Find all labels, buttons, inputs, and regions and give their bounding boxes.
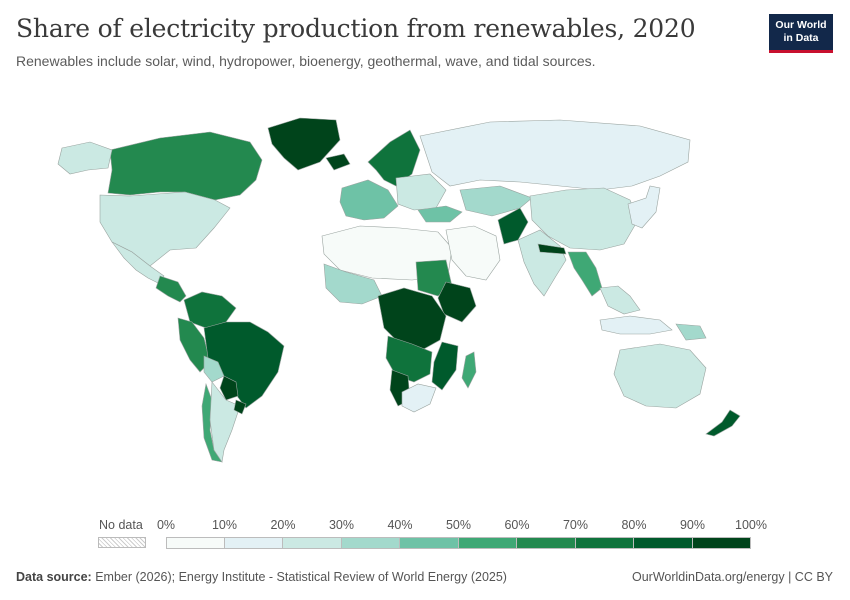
region-china[interactable] <box>529 187 639 251</box>
region-indonesia[interactable] <box>599 315 673 335</box>
legend-tick-2: 20% <box>270 518 296 532</box>
legend-bin-6[interactable] <box>517 537 576 549</box>
legend-tick-1: 10% <box>211 518 238 532</box>
no-data-swatch <box>98 537 146 548</box>
region-canada[interactable] <box>107 131 263 201</box>
region-australia[interactable] <box>613 343 707 409</box>
legend-bin-1[interactable] <box>224 537 283 549</box>
legend-tick-4: 40% <box>387 518 413 532</box>
region-argentina[interactable] <box>209 381 241 463</box>
region-angola-zambia[interactable] <box>385 335 433 383</box>
region-middle-east[interactable] <box>445 225 501 281</box>
region-myanmar-laos[interactable] <box>567 251 603 297</box>
region-turkey[interactable] <box>417 205 463 223</box>
no-data-label: No data <box>99 518 143 532</box>
region-bolivia[interactable] <box>203 355 225 383</box>
region-madagascar[interactable] <box>461 351 477 389</box>
region-uruguay[interactable] <box>233 399 247 415</box>
region-alaska[interactable] <box>57 141 113 175</box>
region-greenland[interactable] <box>267 117 341 171</box>
source-text: Ember (2026); Energy Institute - Statist… <box>95 570 507 584</box>
region-south-africa[interactable] <box>401 383 437 413</box>
legend-bin-2[interactable] <box>283 537 342 549</box>
legend-tick-0: 0% <box>156 518 176 532</box>
legend-bin-7[interactable] <box>575 537 634 549</box>
region-russia[interactable] <box>419 119 691 191</box>
source-label: Data source: <box>16 570 92 584</box>
legend-bin-4[interactable] <box>400 537 459 549</box>
legend-bin-0[interactable] <box>166 537 225 549</box>
region-paraguay[interactable] <box>219 375 239 401</box>
legend-tick-10: 100% <box>735 518 767 532</box>
region-papua[interactable] <box>675 323 707 341</box>
credit-link[interactable]: OurWorldinData.org/energy | CC BY <box>631 570 833 584</box>
legend-tick-3: 30% <box>328 518 355 532</box>
region-central-africa[interactable] <box>377 287 447 351</box>
region-central-asia[interactable] <box>459 185 533 217</box>
region-west-africa[interactable] <box>323 263 383 305</box>
legend-bin-3[interactable] <box>341 537 400 549</box>
region-mozambique[interactable] <box>431 341 459 391</box>
legend-bin-9[interactable] <box>692 537 751 549</box>
world-map[interactable] <box>0 100 850 510</box>
legend-bin-5[interactable] <box>458 537 517 549</box>
legend-tick-9: 90% <box>679 518 706 532</box>
region-new-zealand[interactable] <box>705 409 741 437</box>
region-korea-japan[interactable] <box>627 185 661 229</box>
region-southeast-asia[interactable] <box>599 285 641 315</box>
region-central-america[interactable] <box>155 275 187 303</box>
legend-tick-7: 70% <box>562 518 589 532</box>
legend-tick-5: 50% <box>445 518 472 532</box>
logo-line-2: in Data <box>783 32 819 44</box>
color-legend: No data 0% 10% 20% 30% 40% 50% 60% 70% 80% 90% 100… <box>0 515 850 555</box>
legend-tick-8: 80% <box>621 518 647 532</box>
legend-tick-6: 60% <box>504 518 530 532</box>
region-usa[interactable] <box>99 191 231 267</box>
chart-subtitle: Renewables include solar, wind, hydropow… <box>16 53 596 69</box>
region-scandinavia[interactable] <box>367 129 421 187</box>
region-ethiopia[interactable] <box>437 281 477 323</box>
legend-bin-8[interactable] <box>634 537 693 549</box>
region-western-europe[interactable] <box>339 179 399 221</box>
region-eastern-europe[interactable] <box>395 173 447 211</box>
logo-line-1: Our World <box>775 19 827 31</box>
chart-title: Share of electricity production from ren… <box>16 14 696 43</box>
region-afghanistan[interactable] <box>497 207 529 245</box>
owid-logo[interactable]: Our World in Data <box>769 14 833 53</box>
region-iceland[interactable] <box>325 153 351 171</box>
data-source: Data source: Ember (2026); Energy Instit… <box>16 570 507 584</box>
region-nepal[interactable] <box>537 243 567 255</box>
